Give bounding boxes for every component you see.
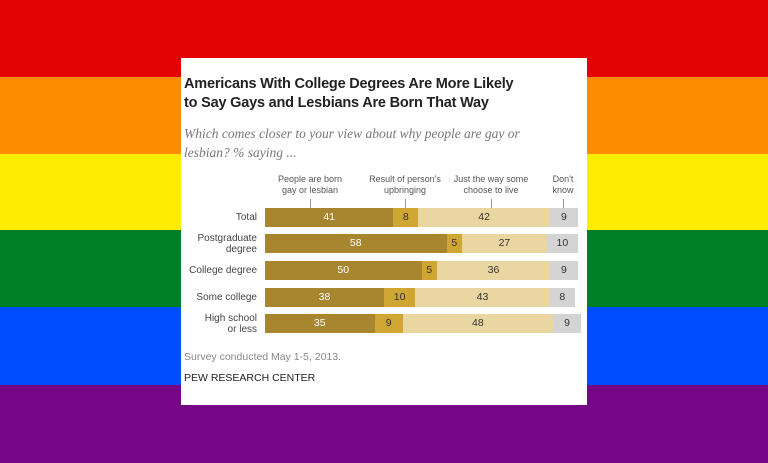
- value-label: 8: [402, 211, 409, 223]
- value-label: 38: [318, 291, 331, 303]
- value-label: 10: [393, 291, 406, 303]
- legend-tick: [310, 199, 311, 208]
- value-label: 9: [564, 317, 570, 329]
- legend-tick: [563, 199, 564, 208]
- bar-segment: [402, 314, 553, 333]
- bar-segment: [421, 261, 438, 280]
- bar-segment: [265, 234, 447, 253]
- value-label: 48: [471, 317, 484, 329]
- bar-segment: [374, 314, 403, 333]
- value-label: 43: [476, 291, 489, 303]
- value-label: 42: [478, 211, 490, 223]
- value-label: 8: [559, 291, 566, 303]
- legend-label: Don't know: [552, 174, 574, 195]
- value-label: 35: [313, 317, 326, 329]
- bar-segment: [462, 234, 547, 253]
- legend-label: Result of person's upbringing: [369, 174, 441, 195]
- bar-segment: [552, 314, 582, 333]
- bar-segment: [265, 314, 375, 333]
- y-tick-label: College degree: [189, 265, 257, 276]
- value-label: 50: [337, 264, 350, 276]
- y-tick-label: High school or less: [204, 312, 257, 335]
- bar-segment: [549, 288, 575, 307]
- value-label: 41: [323, 211, 335, 223]
- bar-segment: [546, 234, 578, 253]
- value-label: 27: [498, 237, 511, 249]
- chart-card: Americans With College Degrees Are More …: [181, 58, 587, 405]
- bar-segment: [415, 288, 550, 307]
- chart-subtitle: Which comes closer to your view about wh…: [184, 126, 520, 160]
- bar-segment: [393, 208, 419, 227]
- value-label: 58: [349, 237, 362, 249]
- bar-segment: [383, 288, 416, 307]
- value-label: 5: [426, 264, 433, 276]
- bar-segment: [265, 288, 384, 307]
- value-label: 9: [385, 317, 392, 329]
- bar-segment: [437, 261, 550, 280]
- y-tick-label: Total: [235, 212, 257, 223]
- legend-tick: [405, 199, 406, 208]
- bar-segment: [446, 234, 463, 253]
- chart-title: Americans With College Degrees Are More …: [184, 76, 514, 111]
- value-label: 10: [556, 237, 569, 249]
- source: PEW RESEARCH CENTER: [184, 372, 316, 384]
- y-tick-label: Postgraduate degree: [197, 232, 258, 255]
- legend-label: Just the way some choose to live: [453, 174, 529, 195]
- legend-tick: [491, 199, 492, 208]
- value-label: 9: [560, 264, 567, 276]
- y-tick-label: Some college: [196, 292, 257, 303]
- legend-label: People are born gay or lesbian: [277, 174, 343, 195]
- bar-segment: [549, 261, 578, 280]
- value-label: 9: [560, 211, 567, 223]
- bar-segment: [549, 208, 578, 227]
- value-label: 5: [451, 237, 458, 249]
- bar-segment: [418, 208, 550, 227]
- value-label: 36: [487, 264, 500, 276]
- note: Survey conducted May 1-5, 2013.: [184, 351, 342, 363]
- bar-segment: [265, 261, 422, 280]
- bar-segment: [265, 208, 394, 227]
